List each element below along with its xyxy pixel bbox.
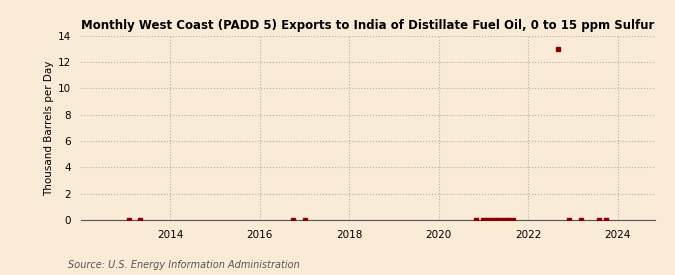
Text: Source: U.S. Energy Information Administration: Source: U.S. Energy Information Administ… (68, 260, 299, 270)
Y-axis label: Thousand Barrels per Day: Thousand Barrels per Day (44, 60, 54, 196)
Title: Monthly West Coast (PADD 5) Exports to India of Distillate Fuel Oil, 0 to 15 ppm: Monthly West Coast (PADD 5) Exports to I… (81, 19, 655, 32)
